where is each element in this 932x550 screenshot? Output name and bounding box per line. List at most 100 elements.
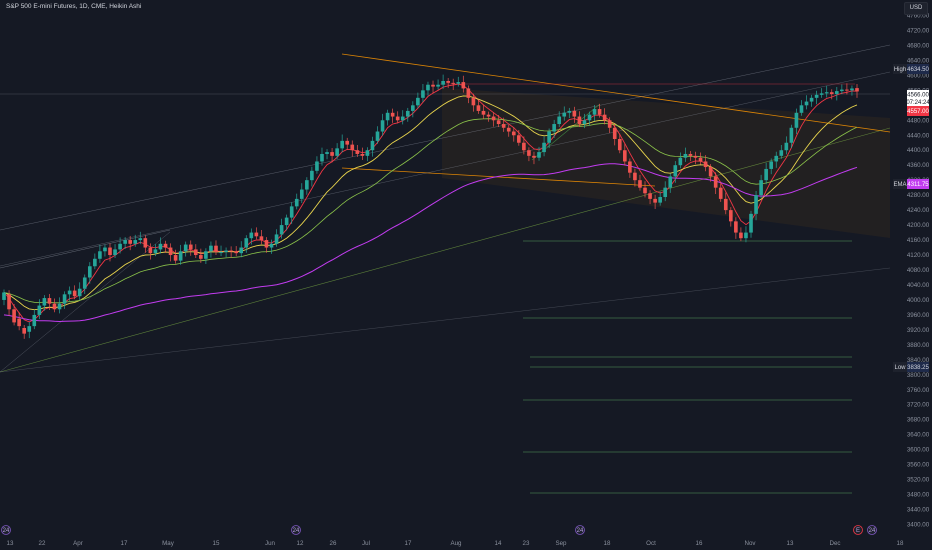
candle-body: [289, 206, 294, 218]
open-marker: 4557.00: [907, 106, 930, 116]
candle-body: [269, 243, 274, 248]
candle-body: [209, 245, 213, 252]
dividend-marker[interactable]: 24: [867, 525, 877, 535]
candle-body: [774, 155, 779, 162]
candle: [845, 83, 849, 95]
candle-body: [840, 89, 844, 92]
ema-marker-label-bg: [893, 179, 907, 189]
candle-body: [819, 93, 824, 95]
candle-body: [532, 155, 536, 158]
candle: [320, 147, 324, 166]
candle: [37, 299, 42, 320]
candle: [607, 117, 612, 134]
candle-body: [264, 240, 269, 248]
candle: [249, 228, 254, 245]
price-tick-label: 4160.00: [907, 237, 930, 244]
candle-body: [199, 255, 203, 259]
price-tick-label: 3400.00: [907, 522, 930, 529]
candle-body: [557, 116, 562, 125]
time-tick-label: Oct: [646, 540, 656, 547]
time-axis: 13 22 Apr 17 May 15 Jun 12 26 Jul 17 Aug 14 23 Sep 18 Oc…: [7, 540, 904, 547]
price-tick-label: 3440.00: [907, 507, 930, 514]
candle: [562, 106, 567, 121]
candle: [577, 111, 582, 128]
price-tick-label: 3480.00: [907, 492, 930, 499]
candle: [814, 90, 819, 105]
candle-body: [547, 131, 551, 143]
candle-body: [239, 247, 244, 254]
candle: [592, 104, 597, 122]
candle-body: [385, 112, 390, 121]
candle-body: [224, 250, 228, 253]
trendline-short-2: [0, 231, 171, 373]
candle-body: [491, 116, 496, 121]
candle: [17, 312, 21, 331]
candle-body: [698, 157, 703, 162]
price-tick-label: 3880.00: [907, 342, 930, 349]
price-tick-label: 4080.00: [907, 267, 930, 274]
candle: [400, 110, 405, 125]
candle-body: [582, 120, 587, 125]
candle-body: [814, 94, 819, 98]
candle: [340, 134, 344, 153]
event-marker-label: 24: [577, 528, 584, 534]
candle: [375, 126, 380, 144]
candle-body: [325, 152, 329, 154]
price-tick-label: 3960.00: [907, 312, 930, 319]
candle: [219, 245, 223, 257]
event-marker-circle: [1, 525, 11, 535]
time-tick-label: Nov: [744, 540, 756, 547]
candle-body: [749, 213, 753, 233]
candle: [431, 80, 435, 93]
candle: [395, 111, 400, 124]
candle-body: [22, 328, 27, 334]
candle: [698, 152, 703, 165]
candle-body: [784, 142, 789, 151]
candle-body: [57, 303, 62, 310]
candle-body: [693, 155, 698, 158]
candle-body: [183, 244, 188, 252]
candle: [214, 240, 218, 256]
candle-body: [668, 176, 673, 188]
candle: [799, 100, 804, 116]
trendline-upper: [0, 44, 891, 231]
candle: [335, 143, 339, 159]
candle-body: [98, 251, 102, 259]
candle: [804, 95, 809, 110]
candle-body: [188, 244, 193, 250]
dividend-marker[interactable]: 24: [1, 525, 11, 535]
candle: [471, 93, 476, 112]
candle: [678, 152, 683, 169]
dividend-marker[interactable]: 24: [575, 525, 585, 535]
candle: [824, 85, 829, 98]
candle-body: [431, 84, 435, 87]
candle: [466, 85, 471, 104]
event-marker-circle: [853, 525, 863, 535]
candle: [52, 298, 57, 313]
candle: [284, 214, 289, 231]
candle-body: [416, 97, 420, 106]
event-marker-label: 24: [3, 528, 10, 534]
candle-body: [643, 187, 647, 194]
low-marker-label: Low: [894, 365, 906, 371]
candle: [193, 244, 198, 259]
earnings-marker[interactable]: E: [853, 525, 863, 535]
candle: [446, 77, 450, 89]
candle: [385, 109, 390, 126]
candle-body: [739, 232, 743, 239]
time-tick-label: 18: [604, 540, 611, 547]
candle-body: [673, 165, 678, 177]
event-marker-circle: [575, 525, 585, 535]
dividend-marker[interactable]: 24: [291, 525, 301, 535]
symbol-title[interactable]: S&P 500 E-mini Futures, 1D, CME, Heikin …: [6, 3, 142, 10]
candle-body: [607, 120, 612, 128]
candle-body: [72, 290, 77, 297]
candle-body: [713, 176, 718, 188]
candle-body: [27, 326, 32, 332]
low-marker: Low 3838.25: [893, 362, 930, 372]
candle: [148, 243, 153, 260]
currency-button[interactable]: USD: [904, 2, 928, 15]
candle: [693, 151, 698, 165]
